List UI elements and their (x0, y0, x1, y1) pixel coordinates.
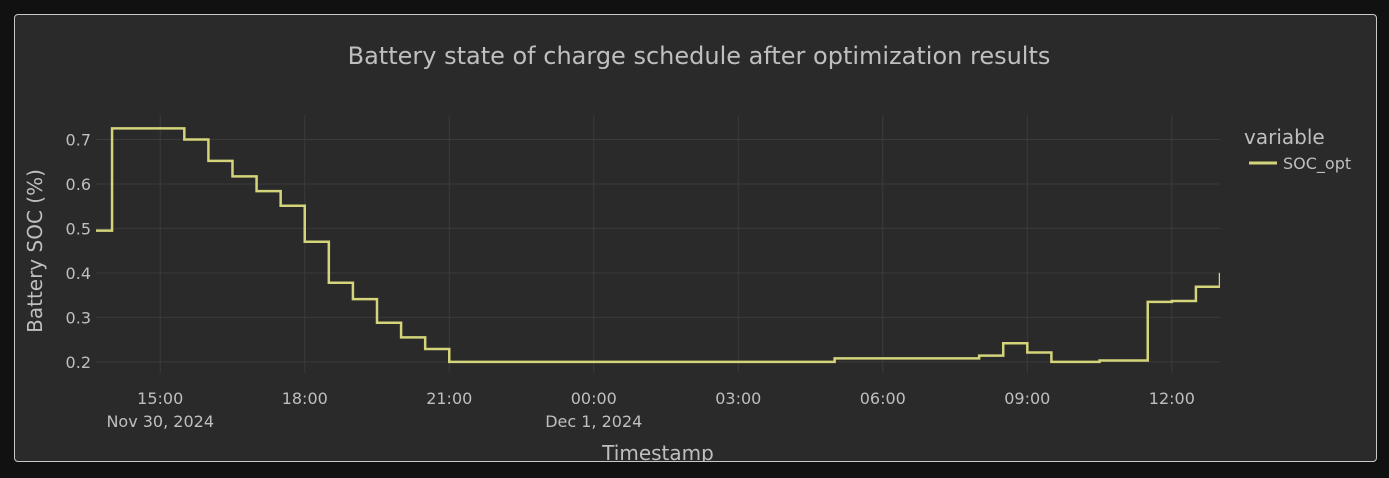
x-tick-label: 03:00 (715, 389, 761, 408)
legend-title: variable (1244, 125, 1325, 149)
legend[interactable]: variable SOC_opt (1244, 125, 1351, 174)
x-tick-label: 18:00 (282, 389, 328, 408)
x-axis-ticks: 15:00 Nov 30, 2024 18:00 21:00 00:00 Dec 1, 2… (106, 389, 1194, 431)
y-tick-label: 0.2 (66, 353, 91, 372)
chart-panel: Battery state of charge schedule after o… (14, 14, 1377, 462)
y-tick-label: 0.6 (66, 175, 91, 194)
x-tick-label: 12:00 (1149, 389, 1195, 408)
y-axis-ticks: 0.2 0.3 0.4 0.5 0.6 0.7 (66, 130, 91, 371)
y-axis-title: Battery SOC (%) (23, 169, 47, 333)
x-tick-date-label: Dec 1, 2024 (545, 412, 642, 431)
x-axis-title: Timestamp (601, 441, 714, 462)
x-tick-date-label: Nov 30, 2024 (106, 412, 214, 431)
y-tick-label: 0.4 (66, 264, 91, 283)
x-tick-label: 09:00 (1004, 389, 1050, 408)
x-tick-label: 06:00 (860, 389, 906, 408)
y-tick-label: 0.5 (66, 219, 91, 238)
legend-label-soc-opt: SOC_opt (1283, 154, 1351, 174)
series-line-soc-opt (96, 127, 1220, 364)
y-tick-label: 0.3 (66, 308, 91, 327)
series-layer (96, 127, 1220, 364)
x-tick-label: 00:00 (571, 389, 617, 408)
x-tick-label: 21:00 (426, 389, 472, 408)
grid (96, 115, 1220, 373)
x-tick-label: 15:00 (137, 389, 183, 408)
chart-title: Battery state of charge schedule after o… (348, 42, 1051, 70)
y-tick-label: 0.7 (66, 130, 91, 149)
chart-svg: Battery state of charge schedule after o… (23, 42, 1351, 462)
